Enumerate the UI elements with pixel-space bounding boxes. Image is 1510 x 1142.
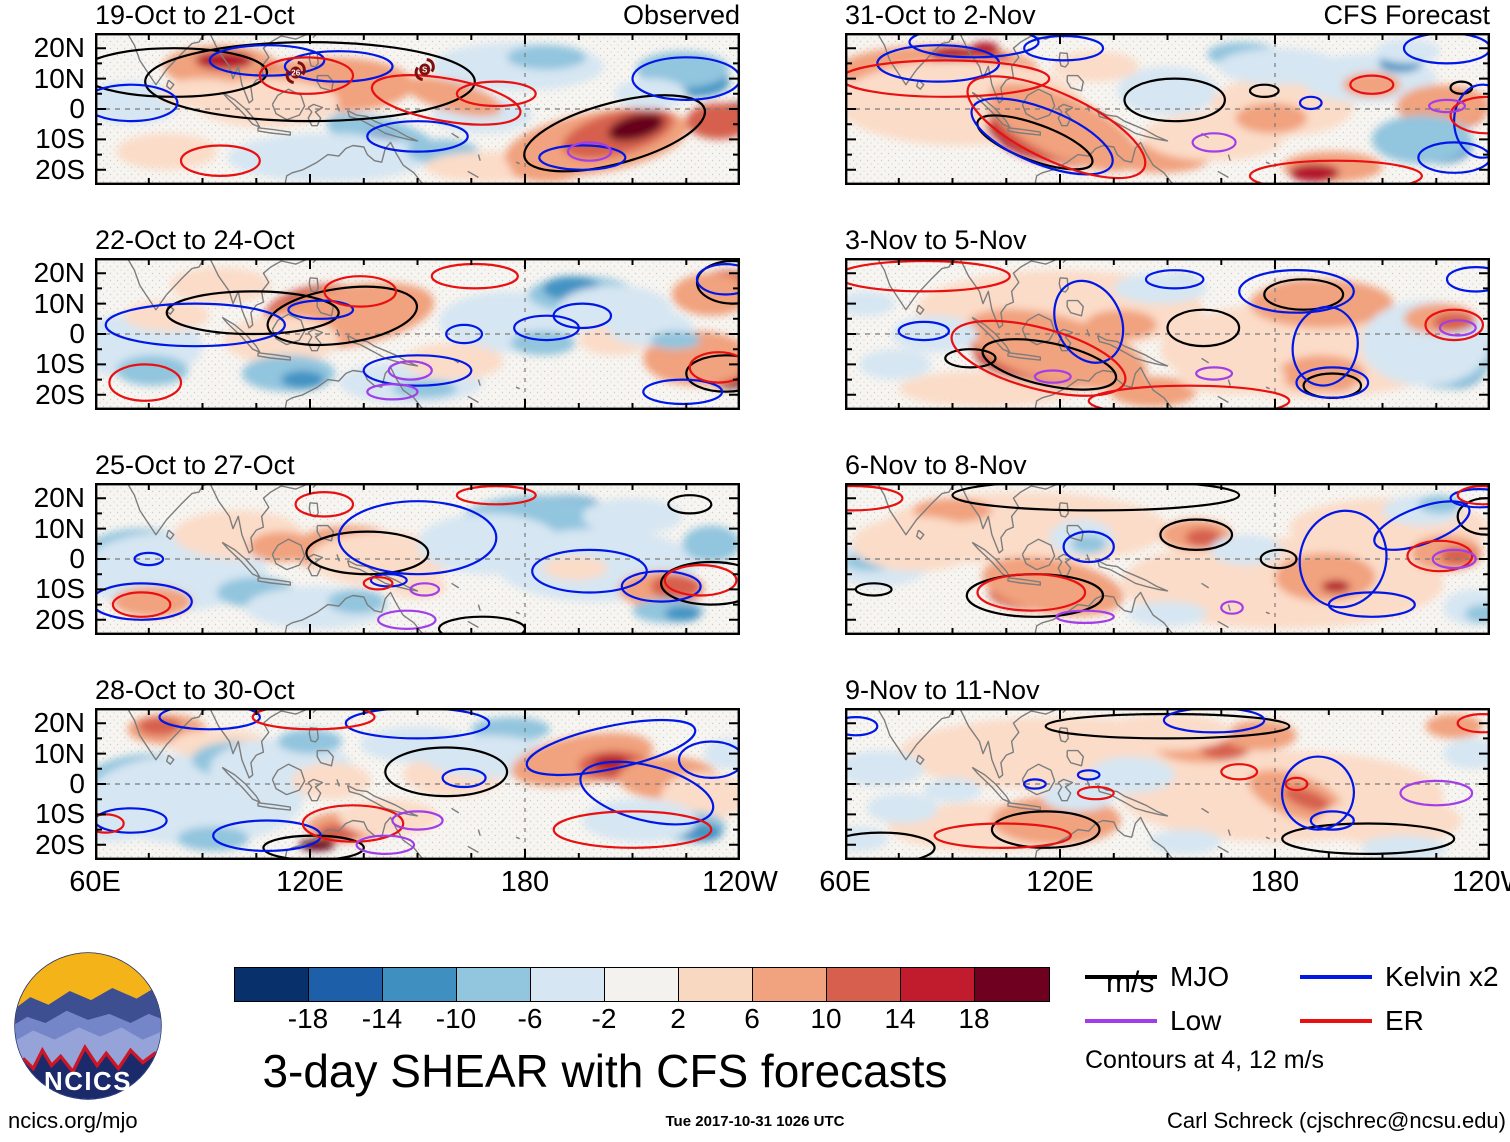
colorbar-tick-label: 2 [670,1003,686,1034]
panel-title: 3-Nov to 5-Nov [845,225,1027,255]
legend-line-swatch [1300,1019,1372,1023]
svg-text:S: S [422,66,428,75]
colorbar-cell [235,968,309,1001]
figure-title: 3-day SHEAR with CFS forecasts [262,1045,948,1097]
colorbar-cell [901,968,975,1001]
colorbar-tick-label: -18 [287,1003,329,1034]
colorbar-cell [975,968,1049,1001]
footer-url: ncics.org/mjo [8,1108,138,1133]
lat-tick-label: 20N [33,707,85,739]
colorbar-tick-label: 18 [958,1003,990,1034]
legend-line-swatch [1300,975,1372,979]
panel-title: 6-Nov to 8-Nov [845,450,1027,480]
panel-title: 28-Oct to 30-Oct [95,675,295,705]
panel-title: 25-Oct to 27-Oct [95,450,295,480]
lat-tick-label: 10S [35,798,85,830]
colorbar-tick-label: -6 [517,1003,543,1034]
lat-tick-label: 10S [35,573,85,605]
lat-tick-label: 20S [35,153,85,185]
panel-title: 31-Oct to 2-Nov [845,0,1036,30]
panel-title: 22-Oct to 24-Oct [95,225,295,255]
colorbar-cell [605,968,679,1001]
lat-tick-label: 20N [33,32,85,64]
lat-tick-label: 0 [69,543,85,574]
lat-tick-label: 0 [69,768,85,799]
legend-note: Contours at 4, 12 m/s [1085,1046,1325,1074]
colorbar-tick-label: -2 [591,1003,617,1034]
lat-tick-label: 10N [33,737,85,769]
lon-tick-label: 180 [1250,866,1300,898]
ncics-logo: NCICS [12,950,164,1102]
logo-red-ridgeline [15,1043,161,1075]
map-panel-obs-4 [95,708,740,865]
colorbar-tick-label: 14 [884,1003,916,1034]
map-panel-obs-1: 26 S [95,33,740,190]
colorbar [234,967,1050,1002]
legend-entry-kelvin-x2: Kelvin x2 [1300,961,1510,992]
lat-tick-label: 10S [35,123,85,155]
lon-tick-label: 120E [1026,866,1094,898]
legend-label: Kelvin x2 [1385,961,1499,992]
ncics-logo-graphic: NCICS [14,952,162,1100]
map-panel-obs-2 [95,258,740,415]
tropical-cyclone-icon: 26 [285,61,306,84]
colorbar-tick-label: -10 [435,1003,477,1034]
tropical-cyclone-icon: S [414,58,435,81]
colorbar-cell [753,968,827,1001]
legend-label: Low [1170,1005,1222,1036]
colorbar-tick-label: -14 [361,1003,403,1034]
legend-entry-mjo: MJO [1085,961,1300,992]
map-panel-fcst-3 [845,483,1490,640]
logo-text: NCICS [44,1068,132,1096]
lat-tick-label: 20S [35,603,85,635]
colorbar-tick-label: 10 [810,1003,842,1034]
lat-tick-label: 0 [69,318,85,349]
map-panel-fcst-4 [845,708,1490,865]
lat-tick-label: 20S [35,828,85,860]
legend-label: MJO [1170,961,1230,992]
lat-tick-label: 20S [35,378,85,410]
colorbar-cell [531,968,605,1001]
colorbar-cell [309,968,383,1001]
lat-tick-label: 0 [69,93,85,124]
lat-tick-label: 10S [35,348,85,380]
legend-entry-low: Low [1085,1005,1300,1036]
panel-corner-label: Observed [622,0,740,30]
map-panel-obs-3 [95,483,740,640]
colorbar-tick-label: 6 [744,1003,760,1034]
lat-tick-label: 10N [33,62,85,94]
legend-label: ER [1385,1005,1424,1036]
lat-tick-label: 10N [33,287,85,319]
lon-tick-label: 180 [500,866,550,898]
lat-tick-label: 10N [33,512,85,544]
panel-title: 9-Nov to 11-Nov [845,675,1040,705]
legend-entry-er: ER [1300,1005,1510,1036]
lon-tick-label: 60E [69,866,121,898]
lon-tick-label: 60E [819,866,871,898]
lat-tick-label: 20N [33,482,85,514]
lon-tick-label: 120W [1452,866,1510,898]
colorbar-cell [679,968,753,1001]
colorbar-cell [827,968,901,1001]
legend-line-swatch [1085,1019,1157,1023]
panel-corner-label: CFS Forecast [1323,0,1490,30]
colorbar-cell [383,968,457,1001]
map-panel-fcst-2 [845,258,1490,415]
lon-tick-label: 120W [702,866,778,898]
contour-legend: MJO Kelvin x2 Low ER [1085,961,1510,1036]
map-panel-fcst-1 [845,33,1490,190]
lon-tick-label: 120E [276,866,344,898]
svg-text:26: 26 [291,69,300,78]
footer-credit: Carl Schreck (cjschrec@ncsu.edu) [1167,1108,1506,1133]
footer-timestamp: Tue 2017-10-31 1026 UTC [665,1113,845,1130]
lat-tick-label: 20N [33,257,85,289]
legend-line-swatch [1085,975,1157,979]
colorbar-unit-label: m/s [1106,966,1155,999]
panel-title: 19-Oct to 21-Oct [95,0,295,30]
colorbar-cell [457,968,531,1001]
